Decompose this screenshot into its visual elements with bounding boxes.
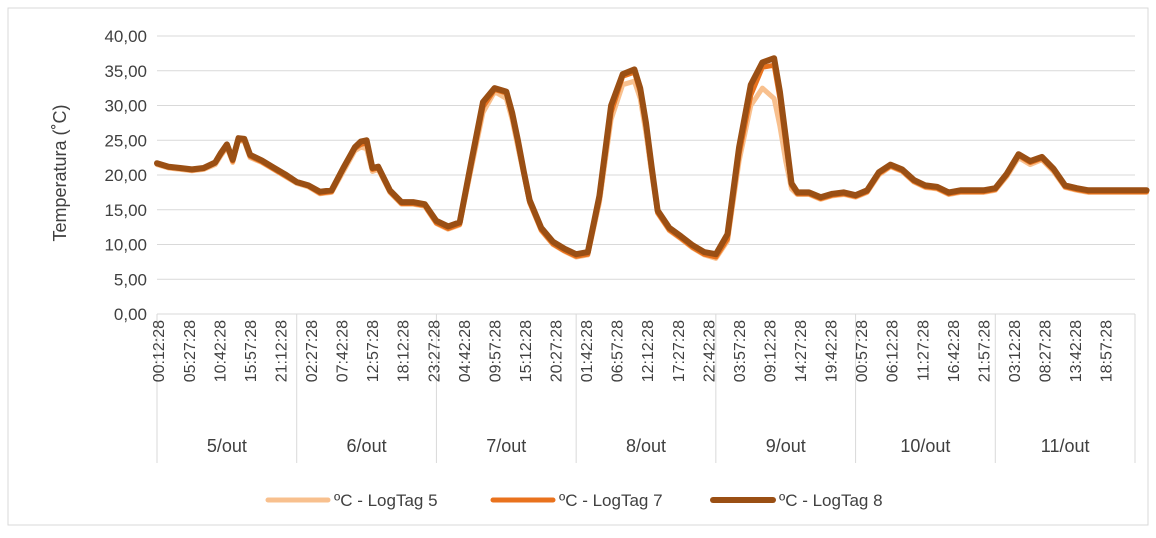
day-label: 7/out [486, 436, 526, 456]
x-tick-label: 09:12:28 [762, 320, 779, 382]
legend-label: ºC - LogTag 7 [559, 491, 663, 510]
x-tick-label: 09:57:28 [487, 320, 504, 382]
x-tick-label: 12:57:28 [365, 320, 382, 382]
x-tick-label: 18:57:28 [1099, 320, 1116, 382]
x-tick-label: 12:12:28 [640, 320, 657, 382]
x-tick-label: 00:57:28 [854, 320, 871, 382]
y-tick-label: 40,00 [104, 27, 147, 46]
legend-item: ºC - LogTag 5 [265, 491, 438, 510]
series-line [154, 55, 1150, 258]
day-label: 9/out [766, 436, 806, 456]
chart-border [7, 7, 1149, 526]
legend-item: ºC - LogTag 7 [490, 491, 663, 510]
x-tick-label: 02:27:28 [304, 320, 321, 382]
x-tick-label: 19:42:28 [824, 320, 841, 382]
y-tick-label: 0,00 [114, 305, 147, 324]
x-tick-label: 15:57:28 [243, 320, 260, 382]
y-axis-label: Temperatura (˚C) [50, 104, 70, 241]
day-label: 8/out [626, 436, 666, 456]
y-tick-label: 35,00 [104, 62, 147, 81]
x-tick-label: 08:27:28 [1038, 320, 1055, 382]
y-tick-label: 25,00 [104, 131, 147, 150]
y-tick-label: 10,00 [104, 236, 147, 255]
legend: ºC - LogTag 5 ºC - LogTag 7 ºC - LogTag 8 [265, 491, 883, 510]
x-tick-label: 21:57:28 [976, 320, 993, 382]
x-tick-label: 17:27:28 [671, 320, 688, 382]
x-tick-label: 22:42:28 [701, 320, 718, 382]
day-label: 6/out [347, 436, 387, 456]
x-tick-label: 03:57:28 [732, 320, 749, 382]
y-tick-label: 30,00 [104, 97, 147, 116]
x-tick-label: 18:12:28 [396, 320, 413, 382]
x-tick-label: 20:27:28 [549, 320, 566, 382]
y-tick-label: 15,00 [104, 201, 147, 220]
day-label: 10/out [900, 436, 950, 456]
x-tick-label: 03:12:28 [1007, 320, 1024, 382]
series-lines [154, 55, 1150, 261]
x-tick-label: 07:42:28 [335, 320, 352, 382]
y-tick-label: 5,00 [114, 270, 147, 289]
x-tick-label: 15:12:28 [518, 320, 535, 382]
x-tick-label: 16:42:28 [946, 320, 963, 382]
x-tick-label: 06:12:28 [885, 320, 902, 382]
x-tick-label: 13:42:28 [1068, 320, 1085, 382]
x-tick-label: 21:12:28 [273, 320, 290, 382]
x-tick-label: 23:27:28 [426, 320, 443, 382]
day-label: 5/out [207, 436, 247, 456]
x-tick-label: 06:57:28 [610, 320, 627, 382]
x-tick-label: 05:27:28 [182, 320, 199, 382]
legend-label: ºC - LogTag 5 [334, 491, 438, 510]
legend-item: ºC - LogTag 8 [710, 491, 883, 510]
x-axis: 5/out 00:12:28 05:27:28 10:42:28 15:57:28 21:… [151, 313, 1136, 463]
x-tick-label: 10:42:28 [212, 320, 229, 382]
x-tick-label: 11:27:28 [915, 320, 932, 381]
day-label: 11/out [1041, 436, 1090, 456]
legend-label: ºC - LogTag 8 [779, 491, 883, 510]
x-tick-label: 00:12:28 [151, 320, 168, 382]
y-tick-label: 20,00 [104, 166, 147, 185]
x-tick-label: 01:42:28 [579, 320, 596, 382]
x-tick-label: 04:42:28 [457, 320, 474, 382]
x-tick-label: 14:27:28 [793, 320, 810, 382]
y-tick-labels: 0,00 5,00 10,00 15,00 20,00 25,00 30,00 35,00 40… [104, 27, 147, 324]
